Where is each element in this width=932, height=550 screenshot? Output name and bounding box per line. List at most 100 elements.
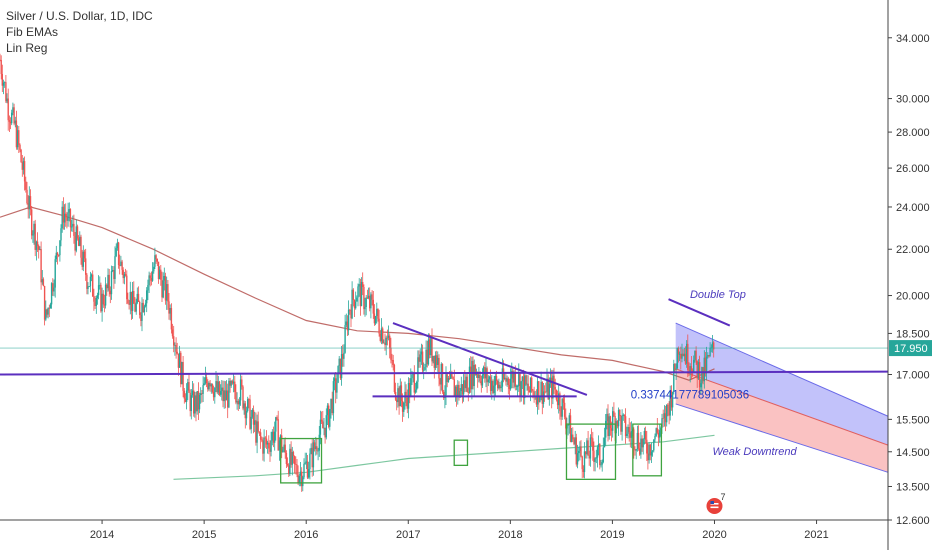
candle xyxy=(250,409,252,434)
candle xyxy=(371,290,373,306)
candle xyxy=(263,429,265,462)
candle xyxy=(330,398,332,419)
candle xyxy=(630,421,633,449)
flag-count: 7 xyxy=(720,492,725,502)
candle xyxy=(77,235,80,247)
candle xyxy=(500,380,502,392)
candle xyxy=(305,452,308,470)
candle xyxy=(11,109,13,126)
candle xyxy=(174,342,176,356)
candle xyxy=(581,455,583,479)
candle xyxy=(569,408,572,443)
candle xyxy=(366,289,369,299)
candle xyxy=(94,296,96,309)
candle xyxy=(465,372,467,392)
candle xyxy=(269,440,271,462)
indicator-fib-emas[interactable]: Fib EMAs xyxy=(6,25,59,39)
candle xyxy=(320,411,323,424)
candle xyxy=(643,427,646,445)
candle xyxy=(158,266,161,280)
candle xyxy=(323,418,325,436)
candle xyxy=(93,288,95,311)
candle xyxy=(589,434,592,467)
candle xyxy=(79,231,81,247)
candle xyxy=(698,355,701,394)
candle xyxy=(311,438,313,477)
candle xyxy=(101,287,103,322)
candle xyxy=(378,309,380,337)
candle xyxy=(88,286,90,288)
candle xyxy=(522,369,525,405)
candles xyxy=(0,53,715,492)
channel-lower-fill xyxy=(675,368,888,473)
candle xyxy=(346,315,349,336)
candle xyxy=(420,343,423,365)
candle xyxy=(676,347,678,369)
x-tick-label: 2021 xyxy=(804,529,828,541)
candle xyxy=(133,281,135,304)
indicator-lin-reg[interactable]: Lin Reg xyxy=(6,41,48,55)
candle xyxy=(524,373,526,405)
channel-upper-fill xyxy=(675,323,888,446)
candle xyxy=(681,343,683,363)
candle xyxy=(393,363,396,394)
candle xyxy=(55,245,57,263)
candle xyxy=(108,269,110,297)
candle xyxy=(626,426,628,438)
symbol-title[interactable]: Silver / U.S. Dollar, 1D, IDC xyxy=(6,9,153,23)
candle xyxy=(104,277,107,309)
candle xyxy=(593,441,595,472)
candle xyxy=(594,457,596,472)
candle xyxy=(603,427,606,448)
candle xyxy=(462,373,465,402)
candle xyxy=(554,378,556,398)
flag-icon-stripe xyxy=(710,503,719,505)
candle xyxy=(336,372,338,399)
candle xyxy=(401,393,404,422)
candle xyxy=(347,300,350,336)
candle xyxy=(8,115,11,132)
candle xyxy=(396,397,398,411)
candle xyxy=(268,435,270,455)
candle xyxy=(387,325,390,341)
x-tick-label: 2015 xyxy=(192,529,216,541)
candle xyxy=(288,463,290,477)
candle xyxy=(136,287,138,305)
candle xyxy=(73,214,75,244)
candle xyxy=(694,350,696,363)
candle xyxy=(487,375,489,387)
channel-upper-line xyxy=(675,322,889,417)
candle xyxy=(418,350,420,368)
candle xyxy=(76,224,79,241)
candle xyxy=(332,377,335,421)
candle xyxy=(5,75,7,103)
candle xyxy=(157,261,160,284)
candle xyxy=(31,206,33,240)
candle xyxy=(26,181,28,205)
candle xyxy=(573,437,575,446)
candle xyxy=(458,381,460,401)
candle xyxy=(663,405,666,427)
candle xyxy=(112,266,114,273)
candle xyxy=(535,389,538,407)
candle xyxy=(318,426,320,457)
candle xyxy=(587,431,589,456)
regression-channel xyxy=(675,322,889,473)
candle xyxy=(218,380,221,397)
candle xyxy=(7,88,9,131)
candle xyxy=(702,367,704,385)
candle xyxy=(520,380,522,402)
candle xyxy=(541,381,543,415)
candle xyxy=(239,373,242,406)
candle xyxy=(697,359,700,380)
candle xyxy=(315,436,317,456)
candle xyxy=(647,443,649,470)
candle xyxy=(50,282,53,309)
candle xyxy=(367,287,370,300)
candle xyxy=(201,390,203,403)
candle xyxy=(423,362,425,380)
candle xyxy=(505,372,507,386)
candle xyxy=(254,411,256,433)
candle xyxy=(331,391,333,416)
